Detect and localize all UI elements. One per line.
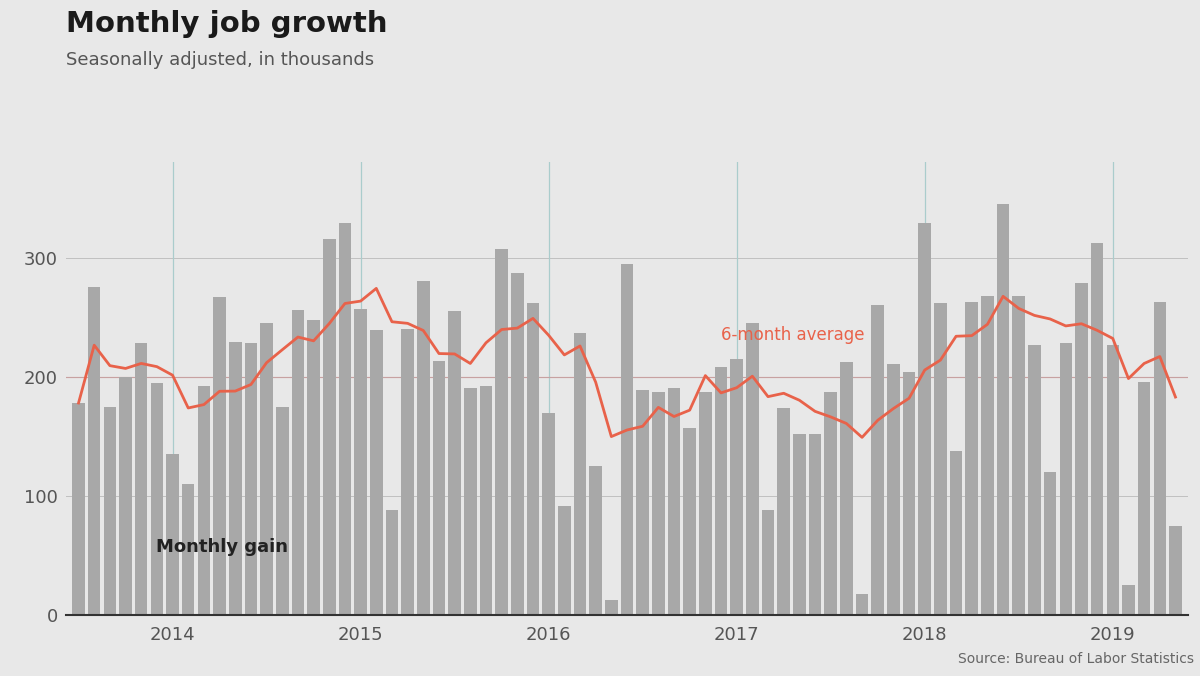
Bar — [1169, 526, 1182, 615]
Bar — [151, 383, 163, 615]
Bar — [418, 281, 430, 615]
Bar — [496, 249, 508, 615]
Bar — [134, 343, 148, 615]
Bar — [746, 323, 758, 615]
Bar — [918, 223, 931, 615]
Bar — [229, 342, 241, 615]
Bar — [401, 329, 414, 615]
Bar — [793, 434, 805, 615]
Bar — [119, 377, 132, 615]
Bar — [1106, 345, 1120, 615]
Bar — [652, 392, 665, 615]
Bar — [182, 484, 194, 615]
Bar — [167, 454, 179, 615]
Bar — [574, 333, 587, 615]
Bar — [480, 386, 492, 615]
Text: Monthly job growth: Monthly job growth — [66, 10, 388, 38]
Bar — [902, 372, 916, 615]
Bar — [887, 364, 900, 615]
Bar — [433, 361, 445, 615]
Bar — [620, 264, 634, 615]
Bar — [840, 362, 853, 615]
Bar — [338, 223, 352, 615]
Bar — [527, 303, 539, 615]
Bar — [370, 331, 383, 615]
Text: 6-month average: 6-month average — [721, 326, 864, 344]
Bar — [715, 367, 727, 615]
Bar — [198, 386, 210, 615]
Bar — [589, 466, 602, 615]
Bar — [245, 343, 257, 615]
Bar — [1122, 585, 1135, 615]
Bar — [88, 287, 101, 615]
Bar — [871, 306, 884, 615]
Bar — [700, 392, 712, 615]
Bar — [1060, 343, 1072, 615]
Bar — [1028, 345, 1040, 615]
Text: Seasonally adjusted, in thousands: Seasonally adjusted, in thousands — [66, 51, 374, 69]
Bar — [824, 392, 836, 615]
Bar — [667, 387, 680, 615]
Bar — [731, 359, 743, 615]
Bar — [1013, 295, 1025, 615]
Bar — [307, 320, 320, 615]
Bar — [950, 451, 962, 615]
Bar — [684, 428, 696, 615]
Bar — [778, 408, 790, 615]
Bar — [103, 406, 116, 615]
Bar — [276, 406, 288, 615]
Bar — [72, 403, 85, 615]
Bar — [982, 295, 994, 615]
Bar — [354, 309, 367, 615]
Bar — [323, 239, 336, 615]
Bar — [856, 594, 869, 615]
Bar — [449, 311, 461, 615]
Bar — [934, 303, 947, 615]
Bar — [1138, 381, 1151, 615]
Bar — [542, 412, 554, 615]
Bar — [605, 600, 618, 615]
Bar — [997, 204, 1009, 615]
Text: Source: Bureau of Labor Statistics: Source: Bureau of Labor Statistics — [958, 652, 1194, 666]
Bar — [1091, 243, 1103, 615]
Bar — [292, 310, 304, 615]
Bar — [464, 387, 476, 615]
Bar — [1075, 283, 1087, 615]
Bar — [511, 273, 523, 615]
Bar — [385, 510, 398, 615]
Bar — [636, 390, 649, 615]
Bar — [1153, 301, 1166, 615]
Bar — [809, 434, 821, 615]
Text: Monthly gain: Monthly gain — [156, 537, 288, 556]
Bar — [558, 506, 570, 615]
Bar — [214, 297, 226, 615]
Bar — [260, 323, 272, 615]
Bar — [966, 301, 978, 615]
Bar — [762, 510, 774, 615]
Bar — [1044, 472, 1056, 615]
